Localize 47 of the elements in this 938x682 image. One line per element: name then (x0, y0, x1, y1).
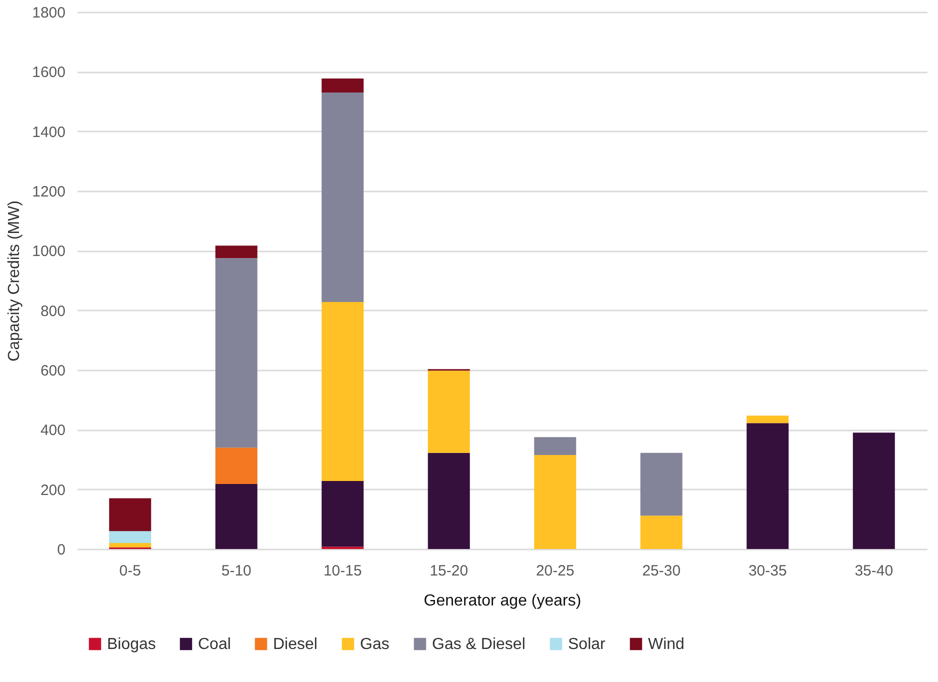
x-tick-label: 35-40 (854, 562, 894, 580)
legend-label: Coal (198, 636, 231, 653)
y-tick-label: 0 (57, 542, 66, 558)
x-tick-label: 20-25 (536, 562, 574, 580)
bar (534, 437, 576, 456)
bar (322, 92, 364, 302)
bar (746, 416, 789, 424)
y-tick-label: 1400 (32, 124, 66, 141)
bar (322, 78, 364, 93)
bar (109, 531, 152, 544)
y-tick-label: 1000 (32, 243, 66, 260)
y-tick-label: 400 (40, 422, 66, 440)
legend-label: Gas & Diesel (432, 636, 526, 653)
x-tick-label: 10-15 (323, 562, 362, 580)
bar (215, 484, 258, 549)
bar (215, 448, 258, 484)
y-tick-label: 1200 (32, 184, 66, 200)
y-tick-label: 600 (40, 362, 66, 380)
legend-label: Wind (648, 636, 684, 653)
bar (109, 498, 152, 532)
bar (109, 543, 152, 548)
y-tick-label: 200 (40, 482, 66, 499)
y-tick-label: 800 (40, 302, 66, 320)
y-axis-title: Capacity Credits (MW) (6, 200, 24, 362)
legend-label: Solar (568, 636, 606, 653)
bar (215, 258, 258, 448)
y-tick-label: 1600 (32, 64, 66, 82)
bar (852, 432, 895, 549)
bar (428, 370, 470, 453)
x-tick-label: 5-10 (221, 562, 252, 580)
y-tick-label: 1800 (32, 4, 66, 22)
x-tick-label: 25-30 (642, 562, 681, 580)
bar (428, 452, 470, 549)
legend-label: Biogas (107, 636, 156, 653)
legend-label: Gas (360, 636, 390, 653)
bar (640, 516, 682, 549)
x-tick-label: 15-20 (430, 562, 468, 580)
bar (534, 455, 576, 549)
bar (322, 480, 364, 547)
bar (746, 423, 789, 549)
x-axis-title: Generator age (years) (424, 592, 582, 610)
x-tick-label: 0-5 (119, 562, 141, 580)
bar (322, 302, 364, 481)
legend-label: Diesel (273, 636, 318, 653)
bar (640, 452, 682, 516)
x-tick-label: 30-35 (748, 562, 787, 580)
bar (215, 246, 258, 258)
